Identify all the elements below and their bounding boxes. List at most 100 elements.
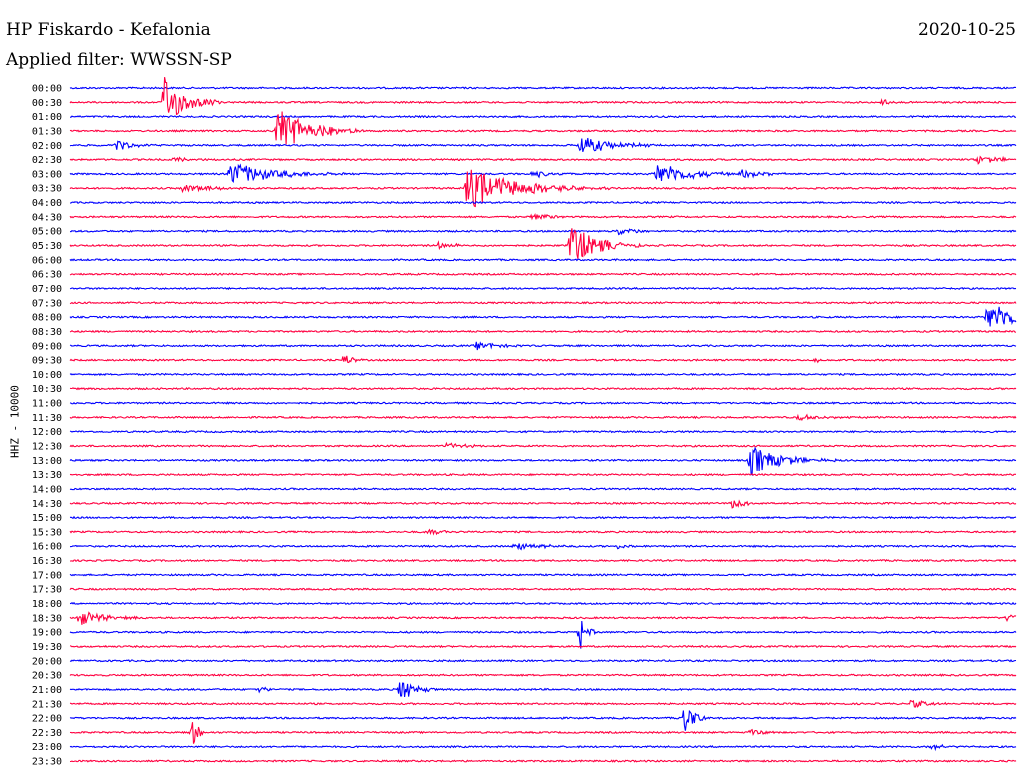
trace-line <box>69 515 1017 520</box>
time-label: 15:30 <box>32 527 62 538</box>
time-label: 07:30 <box>32 298 62 309</box>
time-label: 14:30 <box>32 499 62 510</box>
time-label: 05:30 <box>32 241 62 252</box>
trace-line <box>69 743 1017 752</box>
time-label: 16:00 <box>32 542 62 553</box>
trace-line <box>69 76 1017 116</box>
trace-line <box>69 137 1017 152</box>
trace-line <box>69 386 1017 391</box>
trace-line <box>69 341 1017 351</box>
trace-line <box>69 499 1017 509</box>
trace-line <box>69 212 1017 221</box>
time-label: 02:00 <box>32 141 62 152</box>
time-label: 10:30 <box>32 384 62 395</box>
trace-line <box>69 429 1016 434</box>
time-label: 01:00 <box>32 112 62 123</box>
trace-line <box>69 759 1017 763</box>
trace-line <box>69 301 1017 305</box>
station-title: HP Fiskardo - Kefalonia <box>6 20 211 40</box>
time-label: 22:30 <box>32 728 62 739</box>
time-label: 06:00 <box>32 255 62 266</box>
trace-line <box>69 272 1017 277</box>
trace-line <box>69 306 1017 327</box>
time-label: 07:00 <box>32 284 62 295</box>
time-labels: 00:00 00:30 01:00 01:30 02:00 02:30 03:00 03:30… <box>32 84 62 768</box>
time-label: 04:30 <box>32 212 62 223</box>
trace-line <box>69 709 1017 731</box>
trace-line <box>69 163 1017 183</box>
seismogram-traces <box>69 76 1017 763</box>
time-label: 13:30 <box>32 470 62 481</box>
trace-line <box>69 682 1017 697</box>
time-label: 23:00 <box>32 742 62 753</box>
time-label: 11:00 <box>32 399 62 410</box>
trace-line <box>69 446 1017 476</box>
time-label: 00:30 <box>32 98 62 109</box>
time-label: 11:30 <box>32 413 62 424</box>
trace-line <box>69 372 1016 377</box>
time-label: 08:00 <box>32 313 62 324</box>
trace-line <box>69 472 1016 477</box>
trace-line <box>69 620 1017 649</box>
time-label: 09:30 <box>32 356 62 367</box>
trace-line <box>70 114 1017 119</box>
trace-line <box>69 558 1017 563</box>
time-label: 17:00 <box>32 570 62 581</box>
trace-line <box>69 155 1017 165</box>
trace-line <box>69 487 1017 491</box>
trace-line <box>69 413 1017 422</box>
time-label: 19:30 <box>32 642 62 653</box>
time-label: 16:30 <box>32 556 62 567</box>
time-label: 19:00 <box>32 628 62 639</box>
time-label: 17:30 <box>32 585 62 596</box>
trace-line <box>69 673 1017 677</box>
time-label: 09:00 <box>32 341 62 352</box>
time-label: 05:00 <box>32 227 62 238</box>
time-label: 20:00 <box>32 656 62 667</box>
trace-line <box>69 644 1017 649</box>
trace-line <box>69 355 1017 364</box>
time-label: 22:00 <box>32 714 62 725</box>
trace-line <box>69 587 1017 591</box>
time-label: 01:30 <box>32 126 62 137</box>
time-label: 21:30 <box>32 699 62 710</box>
trace-line <box>69 200 1017 205</box>
trace-line <box>69 86 1017 90</box>
trace-line <box>69 542 1016 551</box>
trace-line <box>69 601 1017 606</box>
time-label: 12:00 <box>32 427 62 438</box>
time-label: 04:00 <box>32 198 62 209</box>
time-label: 10:00 <box>32 370 62 381</box>
trace-line <box>69 611 1017 625</box>
trace-line <box>69 286 1017 291</box>
time-label: 02:30 <box>32 155 62 166</box>
trace-line <box>69 528 1017 536</box>
time-label: 03:00 <box>32 169 62 180</box>
time-label: 21:00 <box>32 685 62 696</box>
time-label: 12:30 <box>32 442 62 453</box>
time-label: 06:30 <box>32 270 62 281</box>
trace-line <box>69 111 1017 145</box>
trace-line <box>69 722 1017 744</box>
time-label: 20:30 <box>32 671 62 682</box>
trace-line <box>69 401 1017 405</box>
trace-line <box>69 228 1017 259</box>
trace-line <box>69 573 1017 577</box>
time-label: 08:30 <box>32 327 62 338</box>
trace-line <box>69 228 1017 236</box>
trace-line <box>69 329 1017 334</box>
trace-line <box>69 659 1017 663</box>
filter-label: Applied filter: WWSSN-SP <box>6 50 232 70</box>
time-label: 03:30 <box>32 184 62 195</box>
time-label: 13:00 <box>32 456 62 467</box>
time-label: 23:30 <box>32 757 62 768</box>
time-label: 14:00 <box>32 484 62 495</box>
time-label: 18:30 <box>32 613 62 624</box>
time-label: 18:00 <box>32 599 62 610</box>
trace-line <box>69 169 1017 208</box>
trace-line <box>69 441 1017 449</box>
date-label: 2020-10-25 <box>917 20 1016 40</box>
time-label: 00:00 <box>32 84 62 95</box>
trace-line <box>69 258 1017 262</box>
